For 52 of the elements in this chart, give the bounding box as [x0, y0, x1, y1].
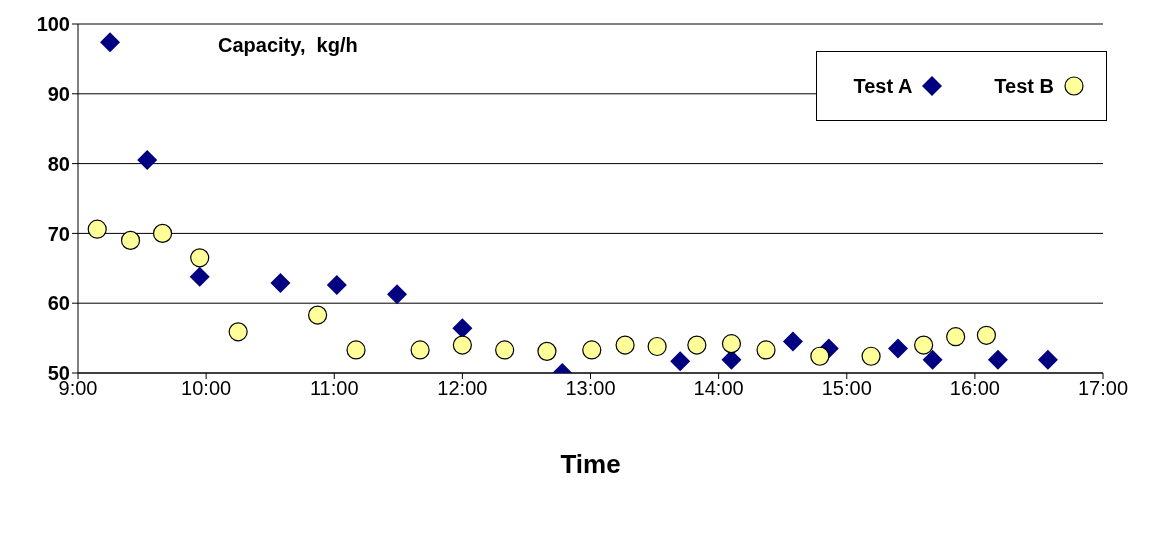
point	[100, 32, 121, 53]
x-axis-title: Time	[560, 449, 621, 479]
point	[452, 318, 473, 339]
point	[976, 325, 997, 345]
point	[670, 351, 691, 372]
point	[582, 340, 602, 360]
x-tick-label: 12:00	[437, 377, 488, 400]
point	[87, 219, 107, 239]
y-tick-label: 80	[47, 152, 70, 175]
point	[452, 335, 472, 355]
point	[537, 341, 557, 361]
point	[615, 335, 635, 355]
point	[782, 331, 803, 352]
y-tick-label: 60	[47, 292, 70, 315]
point	[152, 223, 173, 243]
point	[495, 340, 515, 360]
legend-label: Test A	[853, 74, 913, 98]
point	[687, 335, 707, 355]
point	[888, 338, 908, 359]
x-tick-label: 11:00	[309, 377, 359, 400]
x-tick-label: 13:00	[565, 377, 616, 400]
legend-label: Test B	[994, 74, 1054, 98]
point	[190, 248, 210, 268]
point	[189, 266, 210, 287]
point	[914, 335, 934, 355]
point	[946, 327, 966, 347]
x-tick-label: 14:00	[693, 377, 744, 400]
point	[120, 230, 141, 250]
y-tick-label: 90	[47, 82, 70, 105]
point	[1037, 349, 1058, 370]
point	[647, 336, 667, 357]
point	[410, 340, 430, 360]
x-tick-label: 15:00	[821, 377, 872, 400]
point	[922, 349, 943, 370]
point	[387, 284, 408, 305]
point	[228, 322, 248, 342]
y-tick-label: 70	[47, 222, 70, 245]
x-tick-label: 10:00	[181, 377, 232, 400]
y-tick-label: 100	[36, 13, 70, 36]
point	[307, 305, 328, 325]
point	[756, 340, 776, 360]
point	[861, 346, 881, 366]
point	[137, 150, 158, 171]
x-tick-label: 16:00	[949, 377, 1000, 400]
point	[721, 334, 742, 354]
point	[810, 346, 830, 366]
text: Capacity, kg/h	[218, 34, 358, 57]
point	[987, 349, 1008, 370]
point	[326, 275, 347, 296]
x-tick-label: 17:00	[1077, 377, 1129, 400]
point	[346, 340, 366, 360]
point	[270, 272, 291, 293]
